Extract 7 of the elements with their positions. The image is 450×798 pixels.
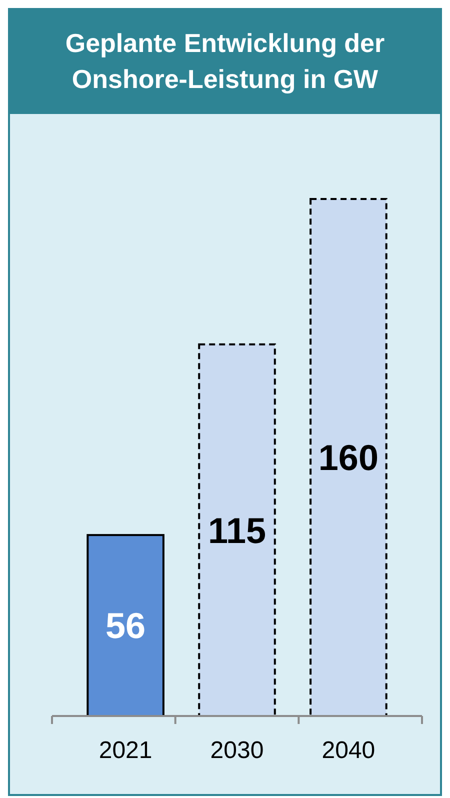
data-label: 56 — [106, 605, 146, 646]
x-tick-label: 2030 — [210, 737, 264, 764]
x-tick-label: 2040 — [322, 737, 376, 764]
chart-title: Geplante Entwicklung der Onshore-Leistung in GW — [65, 28, 385, 94]
data-label: 160 — [318, 437, 378, 478]
x-tick-label: 2021 — [98, 737, 152, 764]
data-label: 115 — [208, 510, 266, 551]
